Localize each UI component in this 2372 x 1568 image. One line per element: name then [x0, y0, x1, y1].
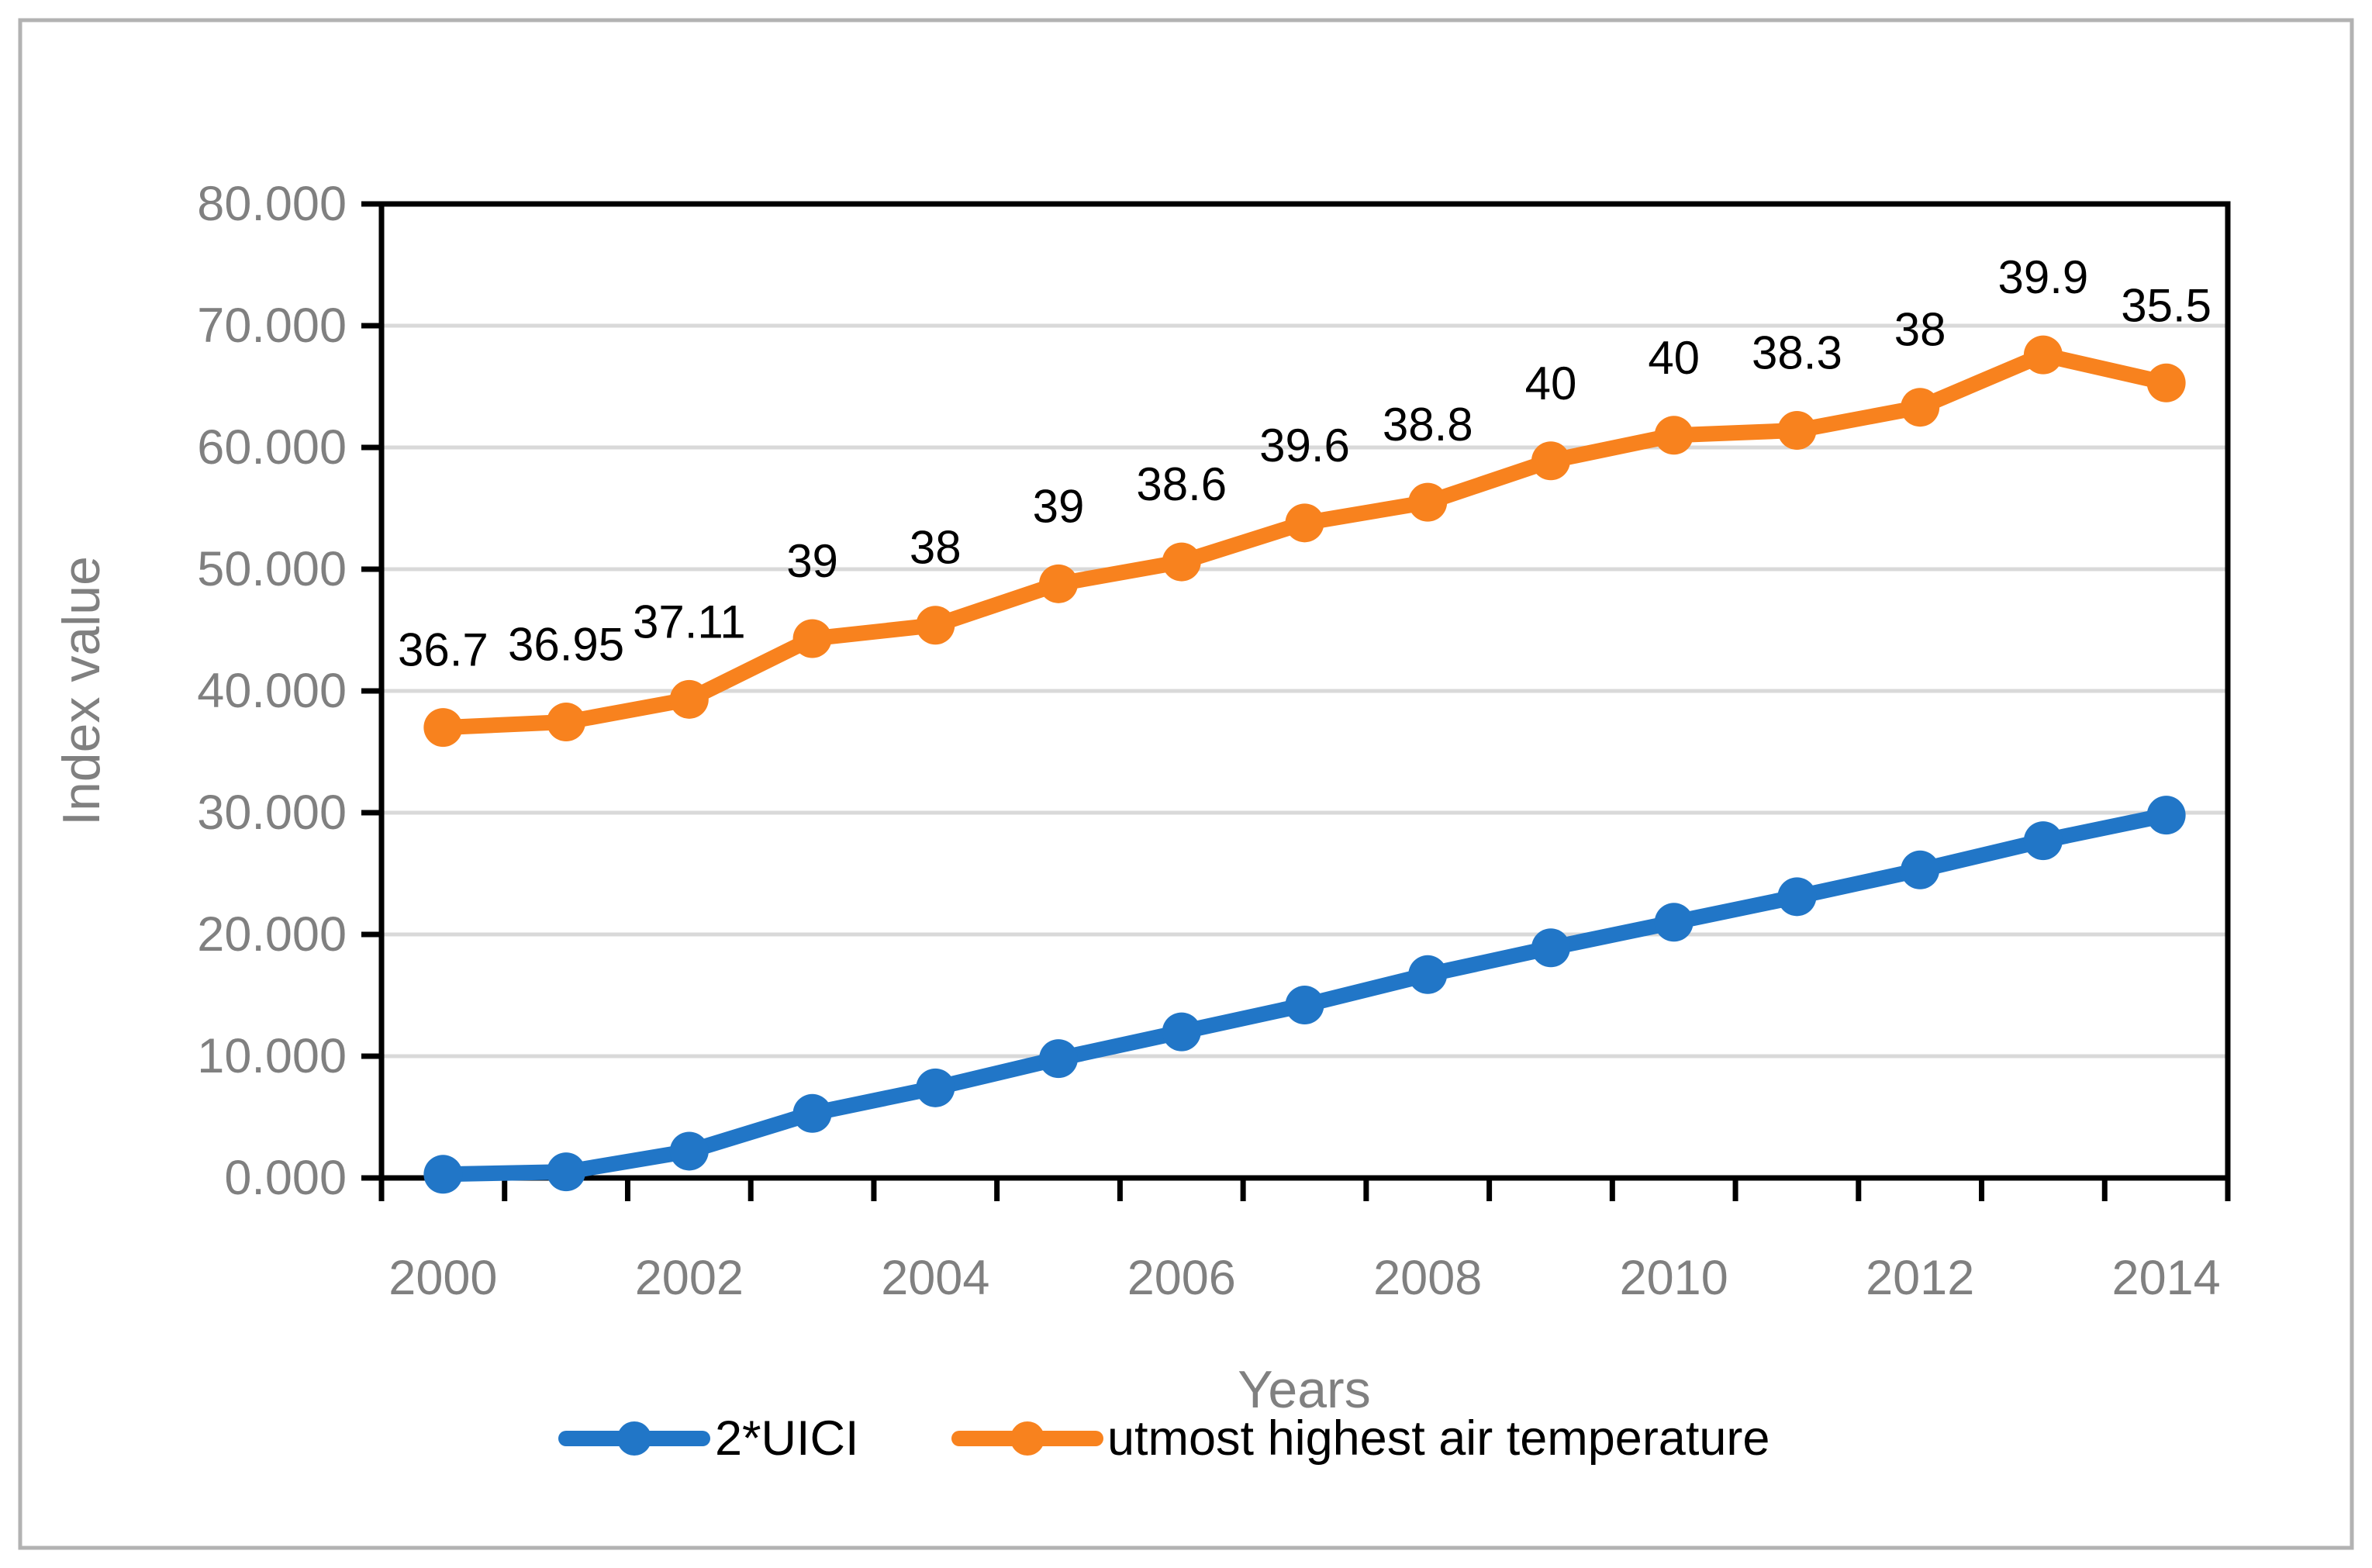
data-point-marker: [2023, 335, 2063, 375]
data-point-marker: [1285, 986, 1324, 1025]
data-point-marker: [1039, 564, 1079, 603]
data-label: 38: [1894, 304, 1946, 356]
data-point-marker: [1408, 482, 1448, 522]
data-label: 38.3: [1752, 327, 1842, 379]
series-2uici: [423, 796, 2186, 1194]
data-point-marker: [1408, 955, 1448, 994]
data-point-marker: [423, 708, 463, 748]
data-point-marker: [916, 606, 955, 645]
data-point-marker: [1531, 928, 1570, 968]
data-label: 38: [910, 522, 962, 574]
y-tick-label: 20.000: [197, 907, 347, 962]
data-point-marker: [1901, 388, 1940, 427]
data-point-marker: [1654, 903, 1694, 942]
data-label: 38.8: [1383, 399, 1473, 451]
data-label: 40: [1525, 357, 1577, 409]
data-label: 39: [786, 535, 838, 587]
y-tick-label: 40.000: [197, 664, 347, 718]
legend-label: 2*UICI: [715, 1411, 859, 1466]
data-label: 38.6: [1136, 458, 1227, 510]
data-point-marker: [1654, 416, 1694, 455]
x-tick-label: 2010: [1620, 1251, 1728, 1305]
y-tick-label: 50.000: [197, 542, 347, 596]
x-tick-label: 2006: [1127, 1251, 1236, 1305]
data-label: 39: [1033, 480, 1085, 532]
legend-marker-circle: [617, 1421, 651, 1456]
x-tick-label: 2014: [2112, 1251, 2221, 1305]
data-point-marker: [1777, 877, 1817, 917]
data-point-marker: [547, 703, 586, 742]
x-tick-label: 2012: [1866, 1251, 1974, 1305]
data-label: 39.6: [1259, 420, 1350, 471]
y-tick-label: 80.000: [197, 177, 347, 231]
y-tick-label: 30.000: [197, 786, 347, 840]
data-label: 36.7: [398, 624, 489, 676]
data-label: 40: [1648, 332, 1700, 384]
figure-border: [18, 18, 2354, 1550]
y-axis-title: Index value: [52, 556, 111, 826]
x-tick-label: 2004: [881, 1251, 989, 1305]
data-label: 39.9: [1998, 251, 2089, 303]
labels-layer: 0.000 10.000 20.000 30.000 40.000 50.000 60.00…: [52, 177, 2221, 1419]
legend-layer: 2*UICI utmost highest air temperature: [558, 1411, 1770, 1466]
series-layer: [423, 335, 2186, 1194]
data-point-marker: [547, 1152, 586, 1192]
data-label: 36.95: [508, 619, 624, 671]
data-point-marker: [916, 1068, 955, 1107]
y-tick-label: 10.000: [197, 1029, 347, 1083]
legend-item: utmost highest air temperature: [951, 1411, 1770, 1466]
data-point-marker: [1777, 411, 1817, 451]
data-point-marker: [669, 1131, 709, 1171]
y-tick-label: 60.000: [197, 420, 347, 475]
series-air-temperature: [423, 335, 2186, 748]
data-label: 35.5: [2121, 279, 2211, 331]
data-point-marker: [792, 619, 832, 658]
x-axis-title: Years: [1238, 1360, 1370, 1419]
legend-item: 2*UICI: [558, 1411, 859, 1466]
data-point-marker: [2023, 821, 2063, 861]
data-point-marker: [669, 679, 709, 719]
data-point-marker: [1531, 441, 1570, 481]
data-point-marker: [2146, 796, 2186, 835]
x-tick-label: 2002: [635, 1251, 744, 1305]
data-point-marker: [1901, 850, 1940, 889]
data-point-marker: [1039, 1039, 1079, 1079]
data-point-marker: [1162, 1012, 1201, 1052]
data-point-marker: [423, 1155, 463, 1194]
y-tick-label: 70.000: [197, 299, 347, 353]
data-point-marker: [792, 1093, 832, 1133]
y-tick-label: 0.000: [224, 1151, 347, 1205]
legend-marker-circle: [1010, 1421, 1044, 1456]
legend-label: utmost highest air temperature: [1107, 1411, 1770, 1466]
axes-layer: [361, 201, 2231, 1201]
x-tick-label: 2000: [388, 1251, 497, 1305]
data-point-marker: [1162, 542, 1201, 582]
figure-frame-layer: [18, 18, 2354, 1550]
data-point-marker: [2146, 363, 2186, 402]
x-tick-label: 2008: [1373, 1251, 1482, 1305]
data-label: 37.11: [633, 596, 746, 648]
data-point-marker: [1285, 503, 1324, 543]
